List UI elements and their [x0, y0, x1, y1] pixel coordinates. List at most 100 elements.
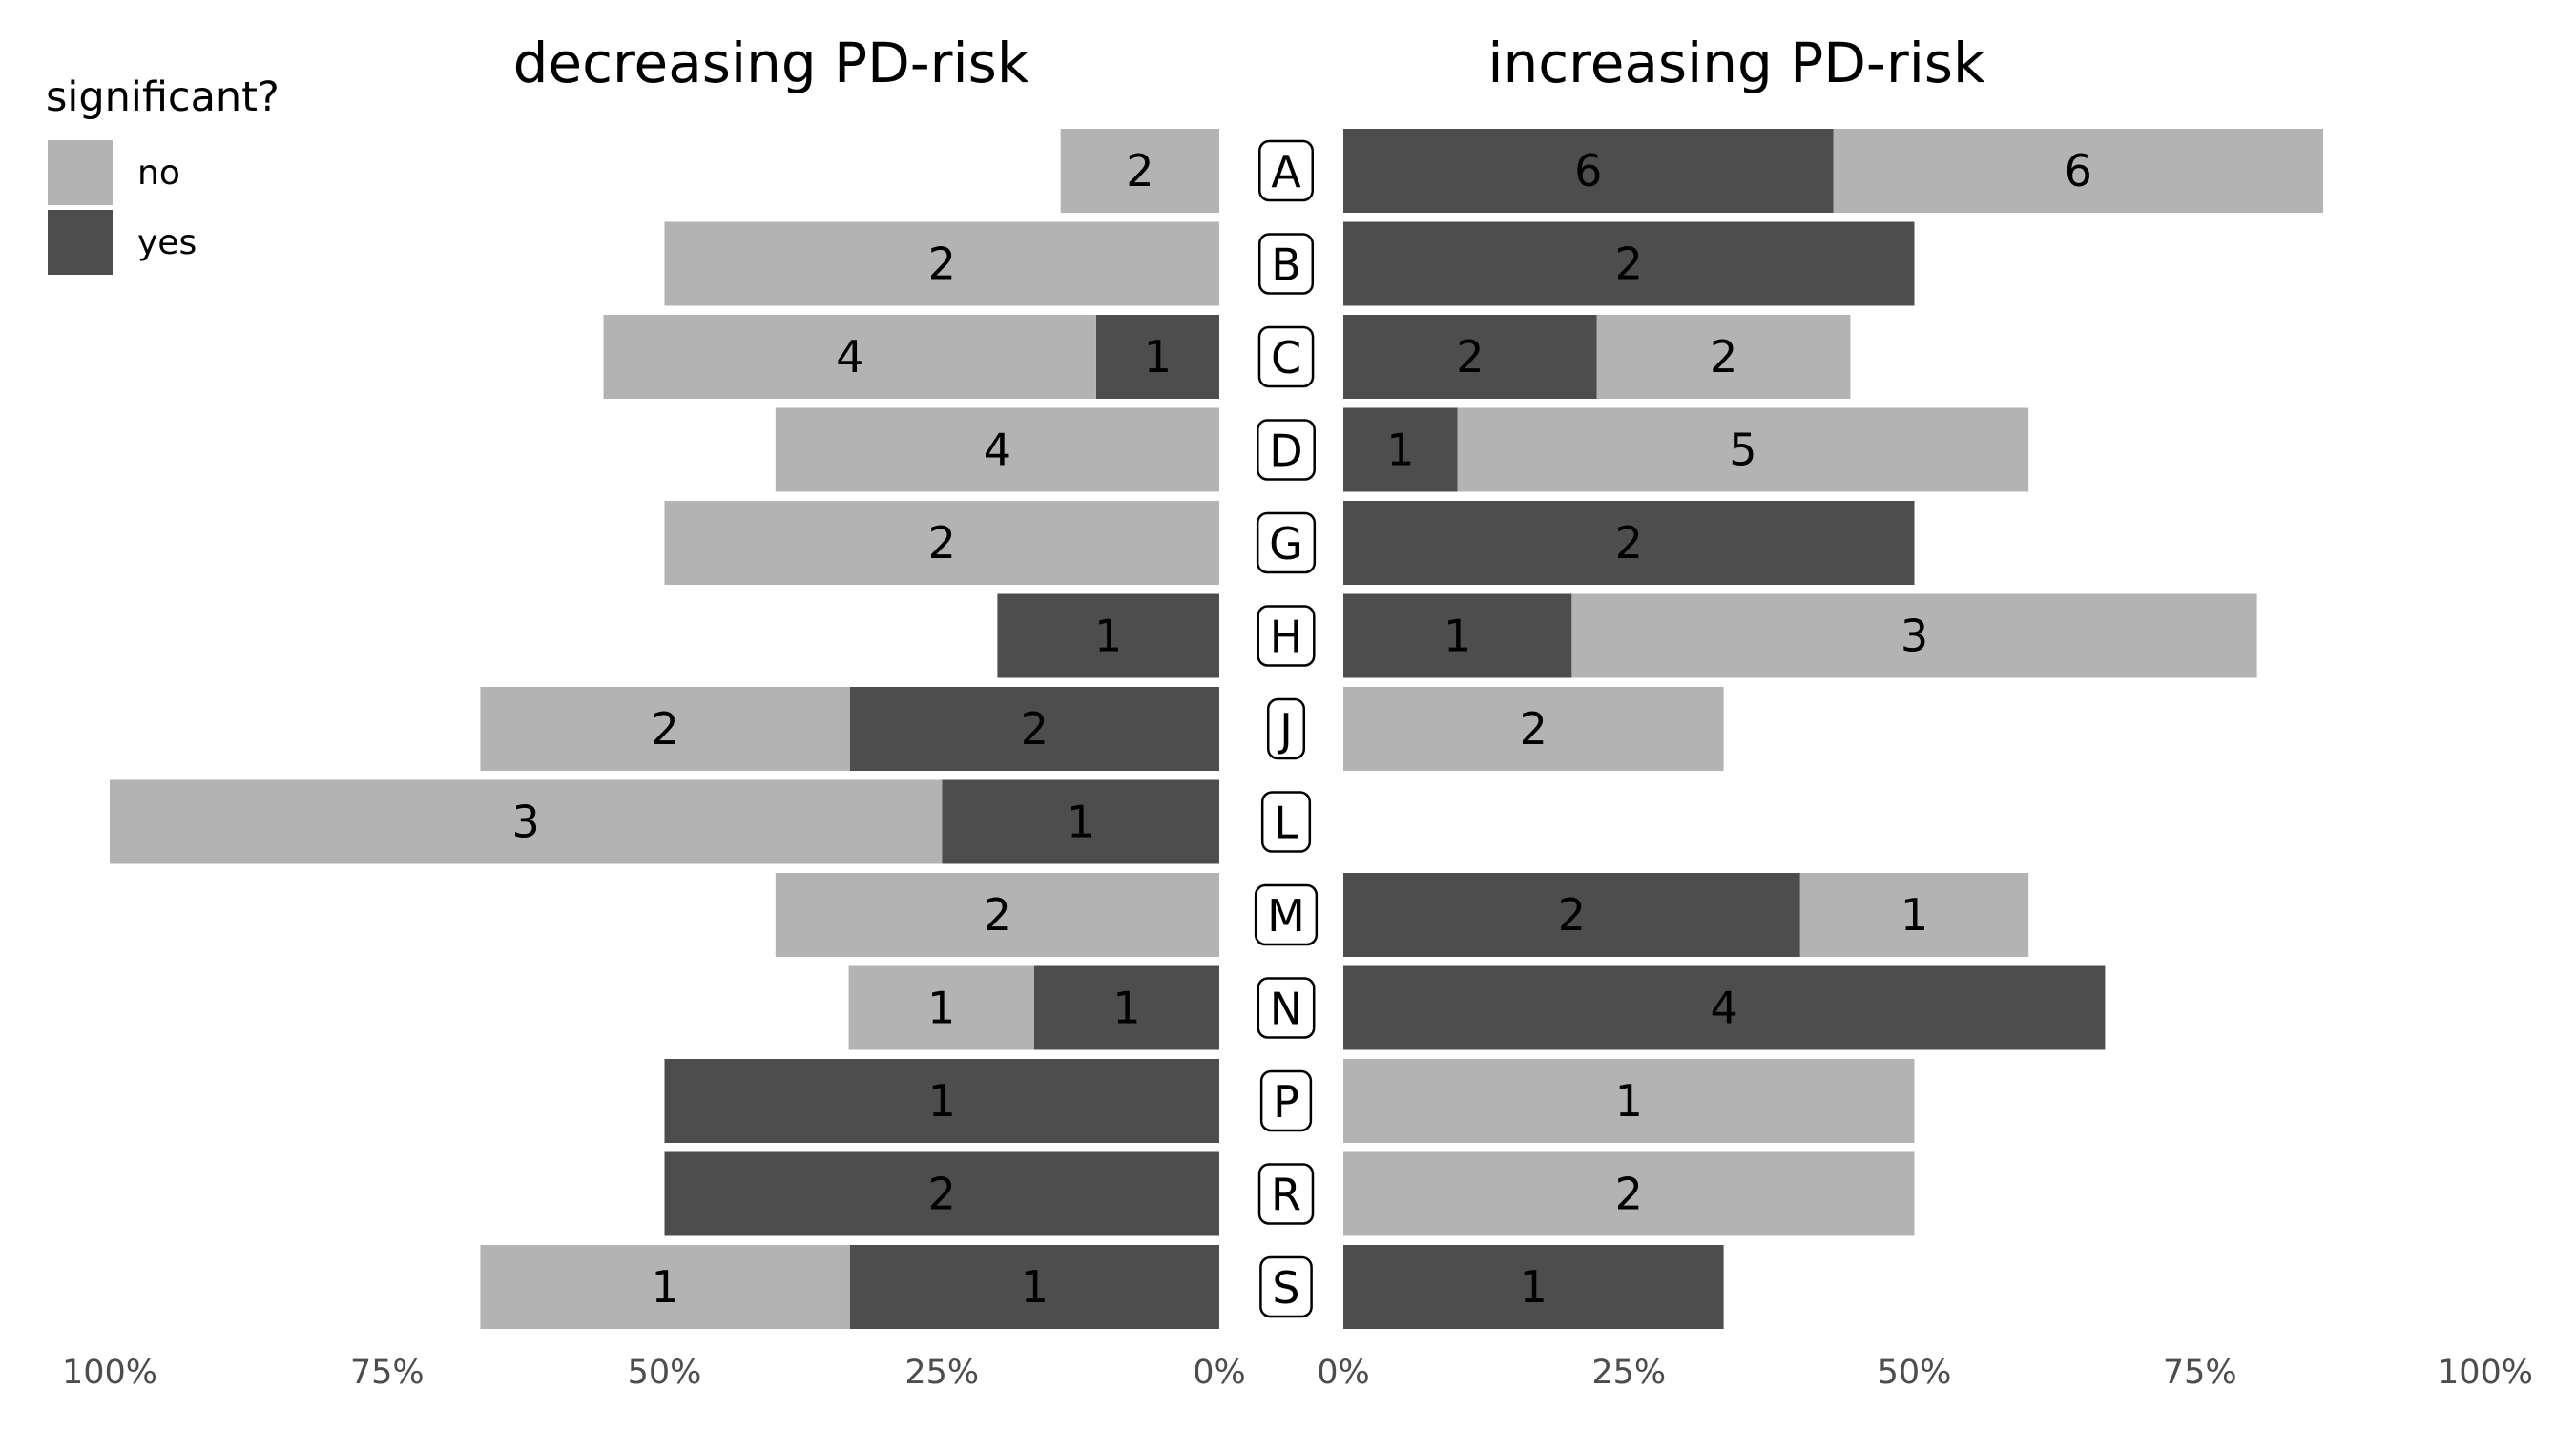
- right-bar-B-yes: [1343, 221, 1915, 306]
- right-bar-M-no: [1799, 873, 2029, 957]
- category-label-box: [1254, 883, 1319, 946]
- left-count-label-M-no: 2: [984, 889, 1011, 941]
- left-bar-B-no: [664, 221, 1219, 306]
- right-bar-N-yes: [1343, 965, 2106, 1050]
- left-panel-bars: [110, 129, 1219, 1329]
- right-count-label-P-no: 1: [1615, 1075, 1643, 1127]
- right-count-label-R-no: 2: [1615, 1169, 1643, 1220]
- category-label-N: N: [1257, 977, 1316, 1039]
- right-count-label-S-yes: 1: [1520, 1261, 1548, 1313]
- left-count-label-S-yes: 1: [1021, 1261, 1049, 1313]
- right-tick-label: 50%: [1878, 1354, 1952, 1392]
- left-count-label-A-no: 2: [1126, 145, 1153, 197]
- category-label-R: R: [1257, 1163, 1315, 1225]
- category-label-B: B: [1257, 233, 1315, 295]
- category-label-text: P: [1273, 1076, 1299, 1128]
- category-label-text: M: [1267, 890, 1305, 942]
- left-bar-S-no: [480, 1245, 850, 1329]
- right-count-label-G-yes: 2: [1615, 517, 1643, 569]
- left-count-label-P-yes: 1: [928, 1075, 956, 1127]
- left-count-label-N-no: 1: [927, 983, 955, 1034]
- left-bar-H-yes: [997, 593, 1219, 678]
- right-bar-G-yes: [1343, 501, 1915, 585]
- right-bar-M-yes: [1343, 873, 1800, 957]
- right-bar-C-no: [1596, 315, 1851, 399]
- legend-label-no: no: [137, 154, 180, 193]
- category-label-J: J: [1266, 697, 1306, 760]
- right-count-label-B-yes: 2: [1615, 238, 1643, 290]
- right-count-label-A-yes: 6: [1574, 145, 1602, 197]
- left-count-label-D-no: 4: [984, 425, 1011, 476]
- left-count-label-C-no: 4: [836, 331, 863, 383]
- left-count-label-L-no: 3: [511, 797, 539, 848]
- right-count-label-C-yes: 2: [1456, 331, 1484, 383]
- category-label-text: H: [1270, 612, 1303, 663]
- left-bar-A-no: [1060, 129, 1219, 213]
- category-label-box: [1258, 139, 1314, 202]
- category-label-text: L: [1274, 798, 1298, 849]
- category-label-D: D: [1257, 419, 1316, 481]
- left-count-label-G-no: 2: [928, 517, 956, 569]
- right-tick-label: 25%: [1591, 1354, 1666, 1392]
- right-count-label-H-no: 3: [1901, 611, 1928, 662]
- category-label-text: G: [1269, 518, 1303, 570]
- category-label-box: [1257, 419, 1316, 481]
- category-label-text: S: [1272, 1262, 1299, 1314]
- category-label-C: C: [1257, 325, 1315, 388]
- left-bar-S-yes: [849, 1245, 1219, 1329]
- left-bar-J-no: [480, 687, 850, 771]
- legend: significant? no yes: [46, 73, 280, 275]
- left-tick-label: 100%: [62, 1354, 157, 1392]
- left-count-label-J-no: 2: [651, 703, 678, 755]
- category-label-text: D: [1269, 425, 1302, 477]
- category-label-box: [1266, 697, 1306, 760]
- left-bar-N-yes: [1033, 965, 1219, 1050]
- right-panel-title: increasing PD-risk: [1487, 31, 1985, 95]
- category-label-box: [1259, 1069, 1313, 1132]
- right-bar-A-yes: [1343, 129, 1834, 213]
- left-count-label-C-yes: 1: [1144, 331, 1172, 383]
- right-bar-H-no: [1571, 593, 2257, 678]
- left-count-label-R-yes: 2: [928, 1169, 956, 1220]
- left-bar-C-yes: [1095, 315, 1219, 399]
- category-label-H: H: [1257, 605, 1316, 667]
- category-label-box: [1257, 233, 1315, 295]
- legend-title: significant?: [46, 73, 280, 121]
- left-count-label-S-no: 1: [651, 1261, 678, 1313]
- left-tick-label: 25%: [904, 1354, 979, 1392]
- category-label-box: [1257, 977, 1316, 1039]
- right-tick-label: 100%: [2438, 1354, 2533, 1392]
- right-bar-H-yes: [1343, 593, 1572, 678]
- left-bar-L-no: [110, 779, 943, 864]
- legend-swatch-yes: [48, 210, 113, 275]
- right-count-label-D-no: 5: [1729, 425, 1756, 476]
- right-count-label-J-no: 2: [1520, 703, 1548, 755]
- left-tick-label: 50%: [628, 1354, 702, 1392]
- right-count-label-H-yes: 1: [1444, 611, 1471, 662]
- category-label-text: J: [1277, 704, 1293, 756]
- left-tick-label: 75%: [350, 1354, 425, 1392]
- right-panel-bars: [1343, 129, 2324, 1329]
- category-label-text: R: [1271, 1170, 1301, 1221]
- category-label-box: [1257, 325, 1315, 388]
- right-bar-D-yes: [1343, 407, 1458, 492]
- category-label-G: G: [1256, 511, 1317, 574]
- left-bar-N-no: [848, 965, 1034, 1050]
- left-bar-R-yes: [664, 1151, 1219, 1236]
- category-label-L: L: [1260, 791, 1312, 853]
- left-bar-L-yes: [942, 779, 1219, 864]
- legend-swatch-no: [48, 140, 113, 205]
- category-label-box: [1257, 605, 1316, 667]
- left-bar-C-no: [603, 315, 1096, 399]
- right-bar-C-yes: [1343, 315, 1597, 399]
- right-count-label-M-yes: 2: [1558, 889, 1586, 941]
- category-label-P: P: [1259, 1069, 1313, 1132]
- category-label-A: A: [1258, 139, 1314, 202]
- right-bar-S-yes: [1343, 1245, 1724, 1329]
- category-label-M: M: [1254, 883, 1319, 946]
- right-count-label-N-yes: 4: [1711, 983, 1738, 1034]
- left-count-label-J-yes: 2: [1021, 703, 1049, 755]
